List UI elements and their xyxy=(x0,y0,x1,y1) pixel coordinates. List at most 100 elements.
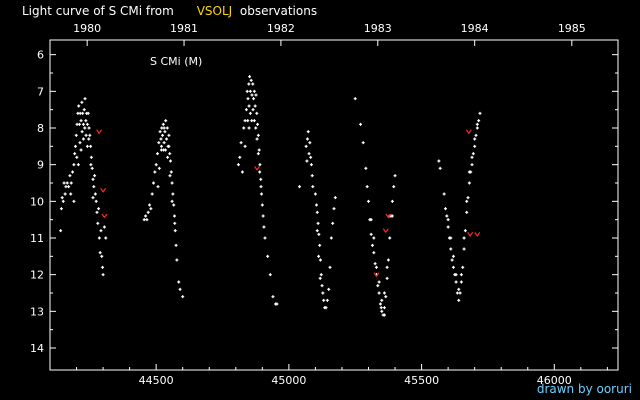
visual-estimate-point xyxy=(474,133,478,137)
year-tick-label: 1983 xyxy=(364,22,392,35)
visual-estimate-point xyxy=(170,181,174,185)
photo-estimate-point xyxy=(100,187,107,193)
visual-estimate-point xyxy=(255,111,259,115)
visual-estimate-point xyxy=(475,122,479,126)
visual-estimate-point xyxy=(372,236,376,240)
visual-estimate-point xyxy=(376,284,380,288)
visual-estimate-point xyxy=(91,177,95,181)
visual-estimate-point xyxy=(69,192,73,196)
visual-estimate-point xyxy=(61,199,65,203)
visual-estimate-point xyxy=(159,137,163,141)
visual-estimate-point xyxy=(174,243,178,247)
visual-estimate-point xyxy=(254,93,258,97)
visual-estimate-point xyxy=(156,185,160,189)
visual-estimate-point xyxy=(93,192,97,196)
photo-estimate-point xyxy=(467,231,474,237)
visual-estimate-point xyxy=(74,133,78,137)
visual-estimate-point xyxy=(245,89,249,93)
visual-estimate-point xyxy=(311,185,315,189)
visual-estimate-point xyxy=(161,122,165,126)
visual-estimate-point xyxy=(390,214,394,218)
visual-estimate-point xyxy=(437,159,441,163)
visual-estimate-point xyxy=(247,82,251,86)
visual-estimate-point xyxy=(384,295,388,299)
visual-estimate-point xyxy=(87,137,91,141)
visual-estimate-point xyxy=(271,295,275,299)
visual-estimate-point xyxy=(153,170,157,174)
visual-estimate-point xyxy=(172,214,176,218)
visual-estimate-point xyxy=(369,218,373,222)
visual-estimate-point xyxy=(166,155,170,159)
visual-estimate-point xyxy=(77,122,81,126)
visual-estimate-point xyxy=(318,276,322,280)
photo-estimate-point xyxy=(101,213,108,219)
visual-estimate-point xyxy=(83,126,87,130)
visual-estimate-point xyxy=(85,122,89,126)
visual-estimate-point xyxy=(146,210,150,214)
visual-estimate-point xyxy=(178,287,182,291)
y-tick-label: 12 xyxy=(30,269,44,282)
visual-estimate-point xyxy=(91,196,95,200)
visual-estimate-point xyxy=(254,126,258,130)
visual-estimate-point xyxy=(170,199,174,203)
visual-estimate-point xyxy=(315,210,319,214)
visual-estimate-point xyxy=(454,280,458,284)
visual-estimate-point xyxy=(369,232,373,236)
x-tick-label: 44500 xyxy=(139,374,174,387)
y-tick-label: 14 xyxy=(30,342,44,355)
visual-estimate-point xyxy=(359,122,363,126)
visual-estimate-point xyxy=(308,141,312,145)
year-tick-label: 1981 xyxy=(170,22,198,35)
visual-estimate-point xyxy=(72,163,76,167)
visual-estimate-point xyxy=(258,170,262,174)
visual-estimate-point xyxy=(246,119,250,123)
visual-estimate-point xyxy=(449,247,453,251)
visual-estimate-point xyxy=(306,130,310,134)
visual-estimate-point xyxy=(67,185,71,189)
visual-estimate-point xyxy=(392,185,396,189)
visual-estimate-point xyxy=(458,291,462,295)
visual-estimate-point xyxy=(240,170,244,174)
visual-estimate-point xyxy=(252,89,256,93)
photo-estimate-point xyxy=(96,129,103,135)
visual-estimate-point xyxy=(260,203,264,207)
visual-estimate-point xyxy=(169,170,173,174)
visual-estimate-point xyxy=(478,111,482,115)
visual-estimate-point xyxy=(382,306,386,310)
visual-estimate-point xyxy=(455,291,459,295)
y-tick-label: 6 xyxy=(37,49,44,62)
visual-estimate-point xyxy=(93,174,97,178)
visual-estimate-point xyxy=(257,148,261,152)
x-tick-label: 46000 xyxy=(537,374,572,387)
visual-estimate-point xyxy=(370,243,374,247)
visual-estimate-point xyxy=(152,181,156,185)
visual-estimate-point xyxy=(309,163,313,167)
visual-estimate-point xyxy=(68,174,72,178)
visual-estimate-point xyxy=(443,207,447,211)
visual-estimate-point xyxy=(238,155,242,159)
visual-estimate-point xyxy=(243,119,247,123)
year-tick-label: 1980 xyxy=(73,22,101,35)
visual-estimate-point xyxy=(256,152,260,156)
visual-estimate-point xyxy=(149,207,153,211)
photo-estimate-point xyxy=(474,231,481,237)
visual-estimate-point xyxy=(250,93,254,97)
visual-estimate-point xyxy=(104,236,108,240)
visual-estimate-point xyxy=(451,265,455,269)
visual-estimate-point xyxy=(451,254,455,258)
visual-estimate-point xyxy=(462,236,466,240)
visual-estimate-point xyxy=(459,280,463,284)
visual-estimate-point xyxy=(361,141,365,145)
visual-estimate-point xyxy=(390,199,394,203)
visual-estimate-point xyxy=(169,159,173,163)
x-tick-label: 45000 xyxy=(271,374,306,387)
visual-estimate-point xyxy=(73,152,77,156)
visual-estimate-point xyxy=(173,221,177,225)
visual-estimate-point xyxy=(386,258,390,262)
visual-estimate-point xyxy=(457,287,461,291)
visual-estimate-point xyxy=(475,126,479,130)
visual-estimate-point xyxy=(155,152,159,156)
visual-estimate-point xyxy=(325,298,329,302)
visual-estimate-point xyxy=(442,192,446,196)
visual-estimate-point xyxy=(450,258,454,262)
